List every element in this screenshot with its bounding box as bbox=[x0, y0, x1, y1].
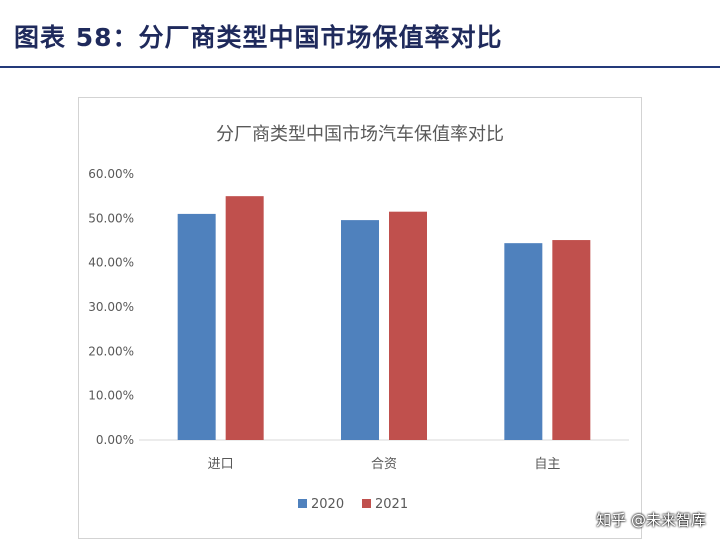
plot-area: 0.00% 10.00% 20.00% 30.00% 40.00% 50.00% 60.00… bbox=[88, 167, 629, 472]
watermark: 知乎 @未来智库 bbox=[596, 511, 706, 529]
bar-2021-1 bbox=[225, 196, 264, 440]
y-tick-label: 50.00% bbox=[88, 211, 134, 225]
y-tick-label: 10.00% bbox=[88, 389, 134, 403]
title-divider bbox=[0, 66, 720, 68]
chart-title: 分厂商类型中国市场汽车保值率对比 bbox=[216, 124, 504, 145]
chart-frame: 分厂商类型中国市场汽车保值率对比 0.00% 10.00% 20.00% 30.00%… bbox=[78, 97, 642, 539]
legend-swatch-2020 bbox=[298, 499, 307, 508]
x-category-label: 合资 bbox=[371, 457, 397, 472]
legend-label-2021: 2021 bbox=[375, 497, 408, 512]
bar-2020-2 bbox=[341, 220, 379, 440]
x-category-label: 进口 bbox=[208, 457, 234, 472]
chart-legend: 2020 2021 bbox=[298, 497, 408, 512]
y-tick-label: 30.00% bbox=[88, 300, 134, 314]
bar-2020-1 bbox=[177, 213, 216, 440]
bar-chart: 分厂商类型中国市场汽车保值率对比 0.00% 10.00% 20.00% 30.00%… bbox=[88, 124, 629, 512]
y-tick-label: 20.00% bbox=[88, 344, 134, 358]
y-tick-label: 60.00% bbox=[88, 167, 134, 181]
x-category-label: 自主 bbox=[534, 457, 560, 472]
page-title: 图表 58：分厂商类型中国市场保值率对比 bbox=[14, 23, 503, 52]
bar-2021-3 bbox=[552, 240, 591, 440]
bar-2020-3 bbox=[504, 243, 543, 440]
legend-label-2020: 2020 bbox=[311, 497, 344, 512]
legend-swatch-2021 bbox=[362, 499, 371, 508]
bar-2021-2 bbox=[389, 211, 427, 440]
y-tick-label: 40.00% bbox=[88, 256, 134, 270]
y-tick-label: 0.00% bbox=[96, 433, 134, 447]
